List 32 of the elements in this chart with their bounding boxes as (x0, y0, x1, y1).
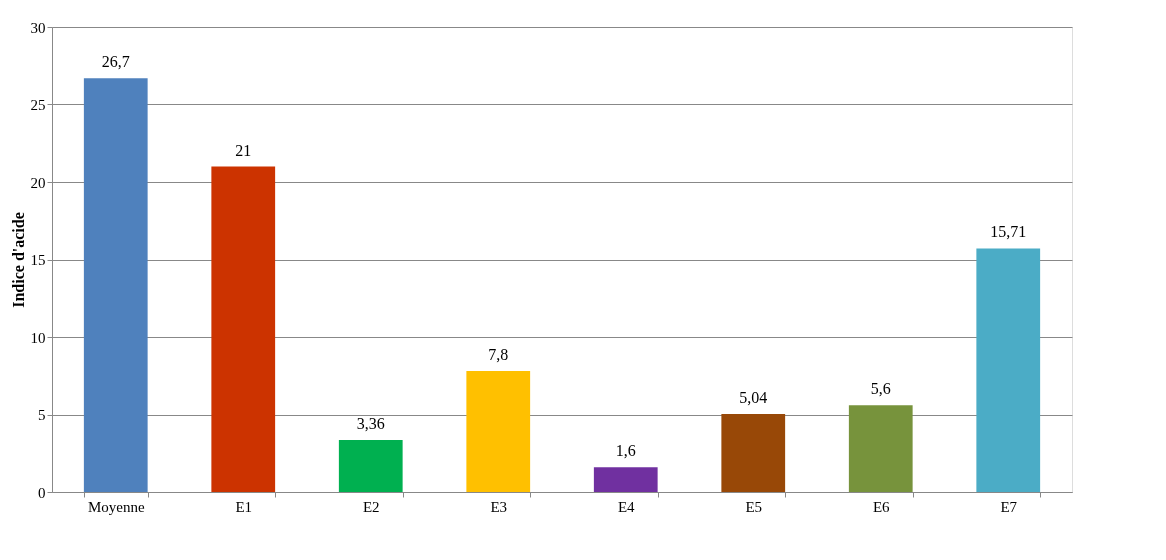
bar (338, 439, 403, 492)
data-label: 5,04 (739, 388, 768, 406)
bar (466, 371, 531, 492)
bar (848, 405, 913, 492)
data-label: 26,7 (101, 53, 130, 71)
data-label: 5,6 (870, 380, 891, 398)
data-label: 7,8 (488, 346, 509, 364)
bar (976, 248, 1041, 492)
bar (211, 166, 276, 492)
x-tick-label: E6 (872, 498, 891, 515)
y-tick-label: 5 (38, 407, 46, 423)
y-tick-label: 0 (38, 484, 46, 501)
data-label: 21 (235, 141, 252, 159)
bar (83, 78, 148, 492)
bar (721, 413, 786, 492)
x-tick-label: E1 (235, 498, 253, 515)
y-tick-label: 20 (30, 174, 46, 191)
x-tick-label: E3 (490, 498, 508, 515)
y-tick-label: 30 (30, 19, 46, 36)
data-label: 3,36 (356, 414, 385, 432)
y-tick-label: 15 (30, 252, 46, 268)
x-tick-label: E7 (1000, 498, 1018, 515)
y-axis-title: Indice d'acide (9, 212, 27, 308)
x-tick-label: E4 (617, 498, 636, 515)
bar (593, 467, 658, 492)
x-tick-label: E2 (362, 498, 380, 515)
x-tick-label: Moyenne (87, 498, 145, 515)
y-tick-label: 10 (30, 329, 46, 346)
data-label: 15,71 (990, 223, 1027, 241)
x-tick-label: E5 (745, 498, 763, 515)
y-tick-label: 25 (30, 97, 46, 113)
data-label: 1,6 (615, 442, 636, 460)
